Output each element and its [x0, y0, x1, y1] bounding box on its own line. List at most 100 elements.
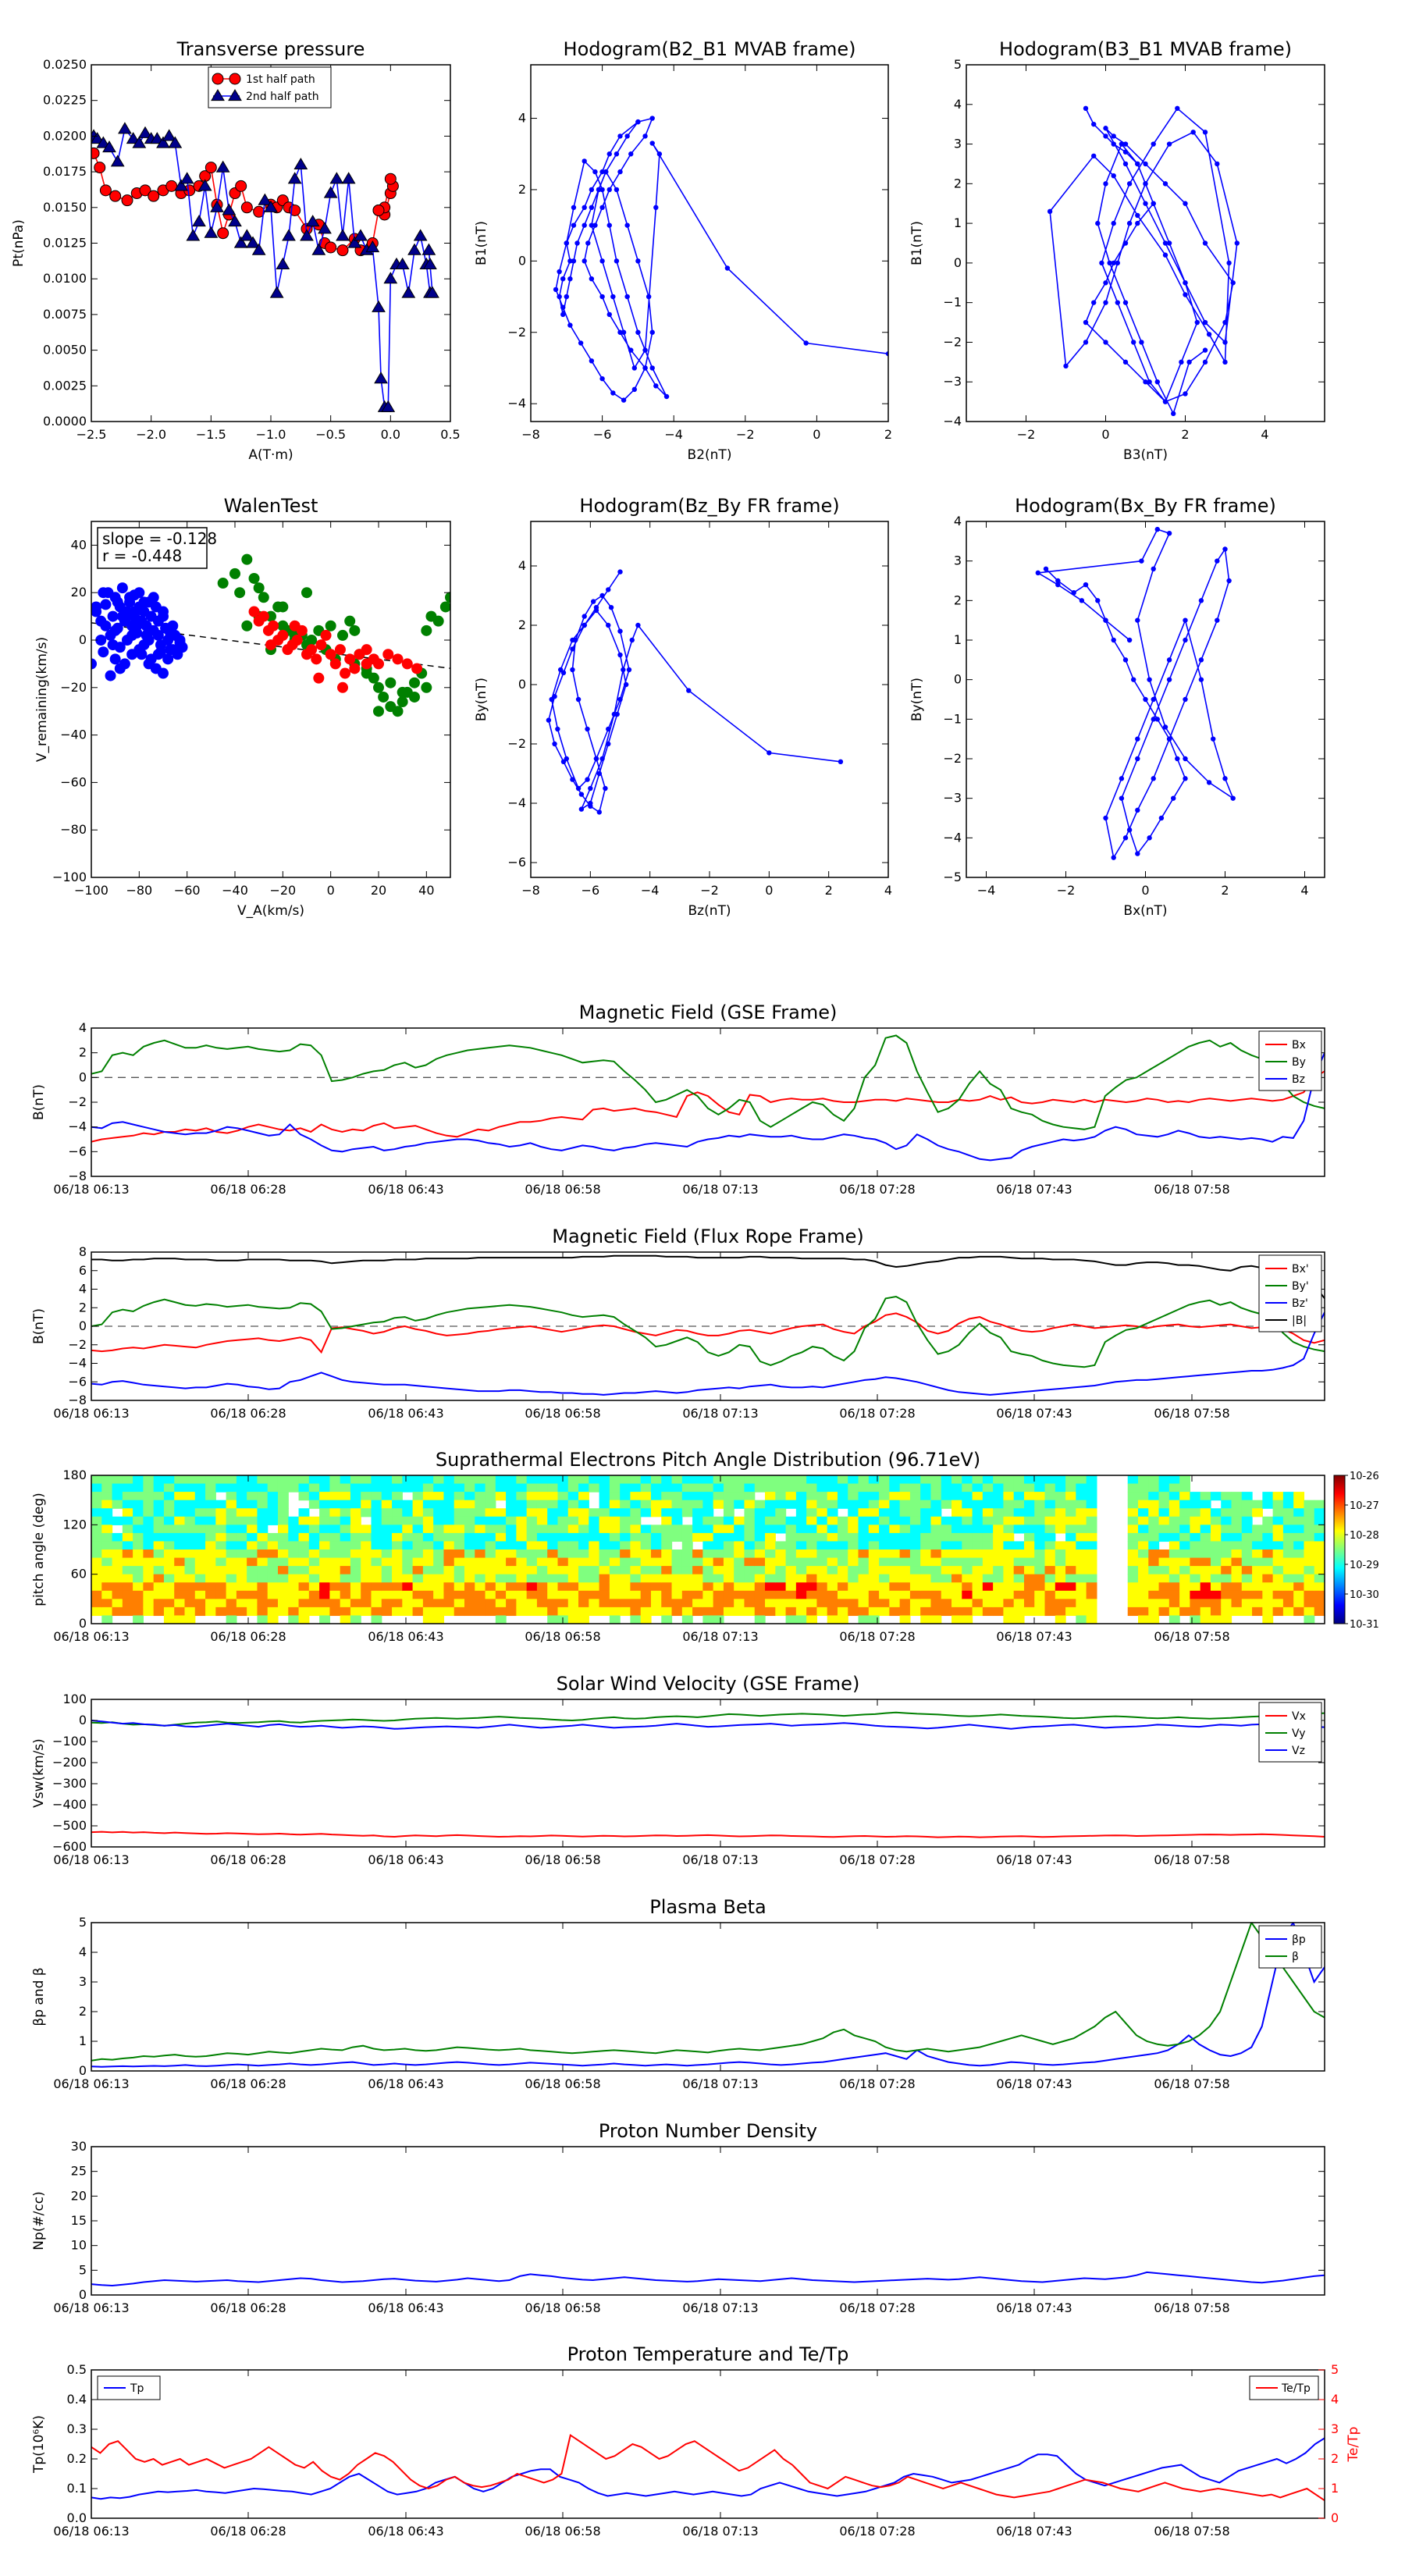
heatmap-cell: [868, 1508, 880, 1517]
heatmap-cell: [288, 1615, 300, 1624]
time-tick-label: 06/18 06:43: [368, 2300, 443, 2315]
heatmap-cell: [1200, 1541, 1211, 1550]
heatmap-cell: [133, 1525, 144, 1534]
legend: [1258, 1925, 1322, 1969]
heatmap-cell: [485, 1550, 496, 1559]
data-point: [1202, 359, 1208, 365]
heatmap-cell: [899, 1606, 911, 1617]
heatmap-cell: [899, 1615, 911, 1624]
heatmap-cell: [205, 1483, 216, 1493]
heatmap-cell: [1314, 1557, 1325, 1567]
x-axis-label: B3(nT): [1123, 447, 1168, 463]
heatmap-cell: [630, 1541, 642, 1550]
heatmap-cell: [889, 1582, 901, 1592]
heatmap-cell: [475, 1492, 486, 1501]
data-point: [1183, 776, 1188, 781]
heatmap-cell: [495, 1516, 507, 1525]
heatmap-cell: [1086, 1615, 1097, 1624]
heatmap-cell: [350, 1615, 361, 1624]
heatmap-cell: [1168, 1532, 1180, 1542]
heatmap-cell: [205, 1475, 216, 1485]
y-tick-label: 30: [71, 2139, 87, 2154]
heatmap-cell: [1179, 1532, 1190, 1542]
heatmap-cell: [868, 1492, 880, 1501]
heatmap-cell: [1241, 1492, 1253, 1501]
scatter-point: [325, 620, 336, 632]
heatmap-cell: [454, 1532, 465, 1542]
y-tick-label: 5: [954, 57, 962, 72]
data-point: [549, 696, 554, 703]
heatmap-cell: [713, 1492, 724, 1501]
hodogram-bz-by-chart: Hodogram(Bz_By FR frame)−8 −6 −4 −2 0 2 4−6−4−…: [474, 495, 892, 919]
heatmap-cell: [1262, 1606, 1274, 1617]
heatmap-cell: [930, 1500, 942, 1509]
heatmap-cell: [1272, 1508, 1284, 1517]
heatmap-cell: [340, 1550, 351, 1559]
x-axis-label: Bx(nT): [1123, 903, 1167, 919]
time-tick-label: 06/18 07:58: [1154, 1852, 1229, 1867]
heatmap-cell: [288, 1550, 300, 1559]
heatmap-cell: [236, 1590, 247, 1599]
proton-number-density-frame: [91, 2146, 1325, 2296]
heatmap-cell: [91, 1492, 102, 1501]
heatmap-cell: [993, 1574, 1005, 1583]
heatmap-cell: [1314, 1582, 1325, 1592]
series-line: [91, 1295, 1325, 1368]
legend-entry: Te/Tp: [1281, 2382, 1311, 2395]
heatmap-cell: [744, 1574, 756, 1583]
heatmap-cell: [1231, 1532, 1243, 1542]
heatmap-cell: [589, 1532, 600, 1542]
heatmap-cell: [143, 1532, 155, 1542]
heatmap-cell: [247, 1516, 258, 1525]
heatmap-cell: [982, 1532, 994, 1542]
heatmap-cell: [215, 1606, 227, 1617]
heatmap-cell: [277, 1541, 289, 1550]
heatmap-cell: [381, 1557, 393, 1567]
heatmap-cell: [308, 1606, 320, 1617]
heatmap-cell: [1013, 1574, 1025, 1583]
data-point: [1198, 677, 1204, 682]
y-tick-label: 3: [79, 1974, 87, 1989]
data-point: [1143, 379, 1148, 385]
heatmap-cell: [941, 1582, 952, 1592]
heatmap-cell: [848, 1475, 859, 1485]
heatmap-cell: [298, 1574, 310, 1583]
data-point: [1211, 736, 1216, 742]
heatmap-cell: [609, 1574, 621, 1583]
heatmap-cell: [1055, 1550, 1066, 1559]
data-point: [374, 372, 388, 384]
heatmap-cell: [744, 1516, 756, 1525]
heatmap-cell: [1127, 1516, 1139, 1525]
heatmap-cell: [361, 1590, 372, 1599]
data-point: [1154, 379, 1161, 385]
heatmap-cell: [827, 1606, 838, 1617]
heatmap-cell: [640, 1492, 652, 1501]
data-point: [649, 116, 655, 121]
heatmap-cell: [620, 1566, 631, 1575]
heatmap-cell: [298, 1550, 310, 1559]
heatmap-cell: [909, 1483, 921, 1493]
y-tick-label: −4: [507, 396, 526, 411]
y-tick-label: 40: [71, 537, 87, 552]
scatter-point: [401, 658, 413, 670]
heatmap-cell: [1190, 1525, 1201, 1534]
colorbar-label: 10-31: [1350, 1619, 1379, 1631]
legend-entry: Bx: [1292, 1039, 1306, 1051]
heatmap-cell: [1003, 1508, 1015, 1517]
heatmap-cell: [361, 1525, 372, 1534]
heatmap-cell: [1221, 1582, 1232, 1592]
heatmap-cell: [858, 1582, 870, 1592]
heatmap-cell: [671, 1525, 683, 1534]
heatmap-cell: [671, 1508, 683, 1517]
x-tick-label: 0: [765, 883, 773, 898]
y-tick-label: 1: [954, 215, 962, 230]
heatmap-cell: [1148, 1574, 1160, 1583]
walen-test-chart: WalenTest−100 −80 −60 −40 −20 0 20 40−100−80−60…: [34, 495, 451, 919]
heatmap-cell: [267, 1508, 279, 1517]
heatmap-cell: [993, 1532, 1005, 1542]
heatmap-cell: [371, 1606, 382, 1617]
heatmap-cell: [247, 1590, 258, 1599]
heatmap-cell: [329, 1557, 341, 1567]
heatmap-cell: [526, 1599, 538, 1608]
